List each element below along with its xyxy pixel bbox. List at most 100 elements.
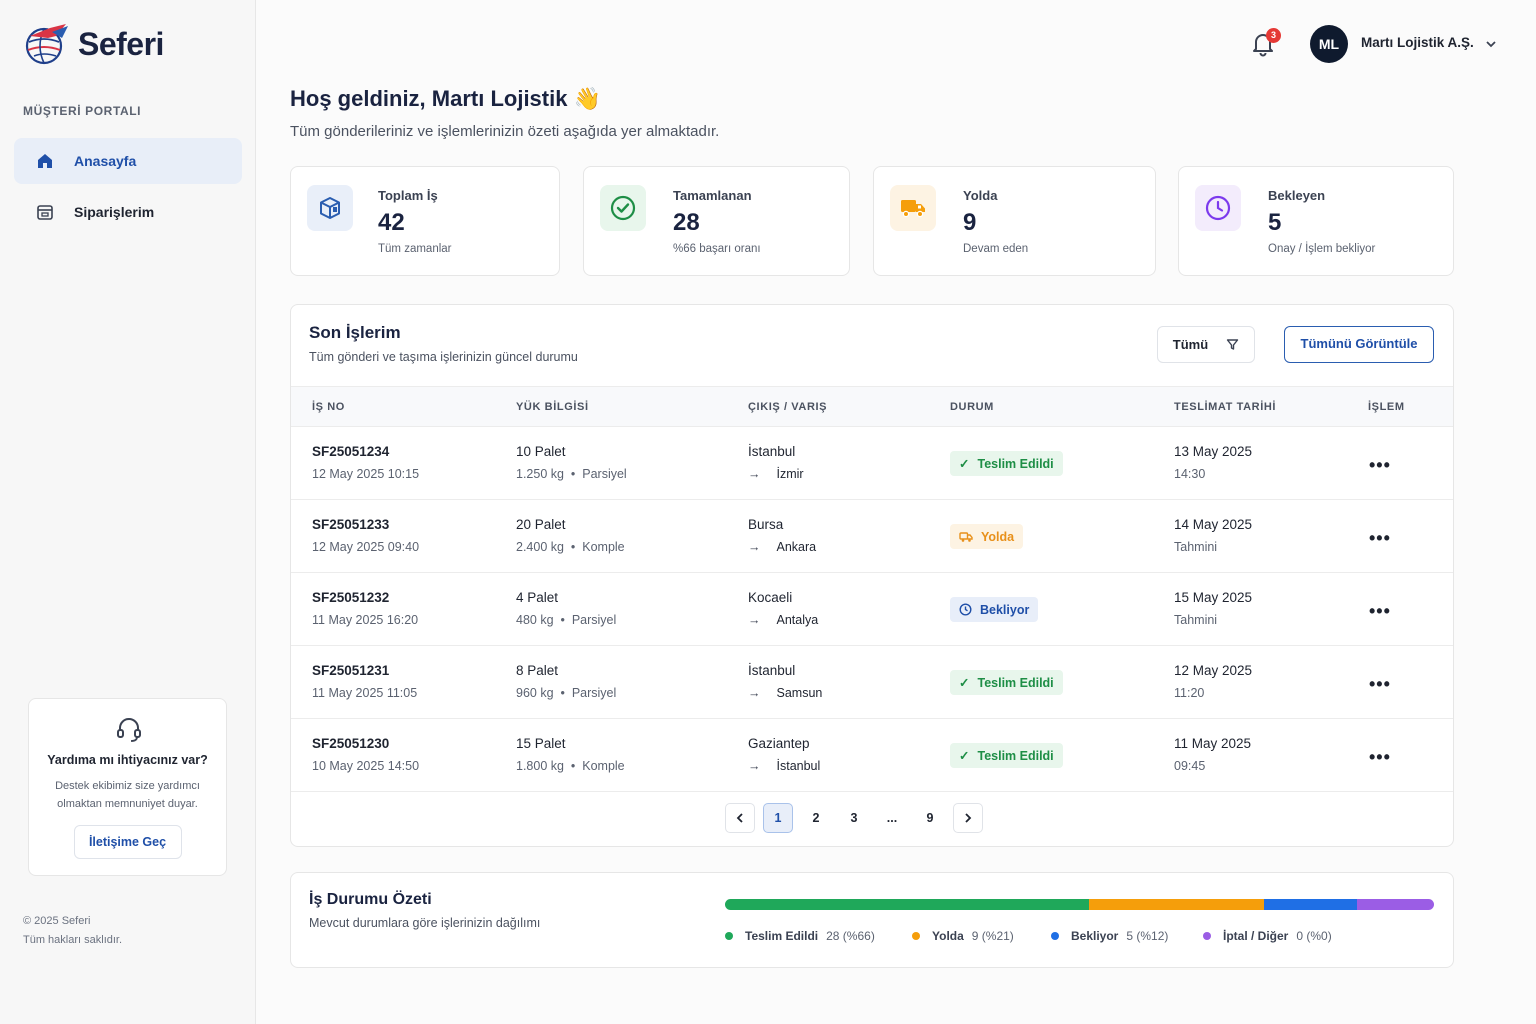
delivery-date: 15 May 2025 xyxy=(1174,590,1253,605)
delivery-date: 14 May 2025 xyxy=(1174,517,1253,532)
stat-label: Toplam İş xyxy=(378,188,438,203)
job-id: SF25051234 xyxy=(312,444,390,459)
status-distribution-bar xyxy=(725,899,1434,910)
column-header: TESLİMAT TARİHİ xyxy=(1174,401,1277,413)
load-count: 20 Palet xyxy=(516,517,566,532)
load-detail: 480 kg • Parsiyel xyxy=(516,613,617,627)
destination: → Samsun xyxy=(748,686,823,700)
table-row[interactable]: SF25051231 11 May 2025 11:05 8 Palet 960… xyxy=(291,646,1453,719)
summary-title: İş Durumu Özeti xyxy=(309,891,432,908)
chevron-right-icon xyxy=(965,813,972,823)
legend-item-pending: Bekliyor 5 (%12) xyxy=(1051,929,1168,943)
arrow-right-icon: → xyxy=(748,613,761,627)
load-count: 8 Palet xyxy=(516,663,559,678)
arrow-right-icon: → xyxy=(748,686,761,700)
stat-card-in-transit: Yolda 9 Devam eden xyxy=(873,166,1156,276)
filter-icon xyxy=(1226,339,1239,350)
more-actions-icon[interactable]: ••• xyxy=(1369,528,1391,548)
column-header: İŞLEM xyxy=(1368,401,1405,413)
status-badge: Yolda xyxy=(950,524,1024,549)
job-id: SF25051233 xyxy=(312,517,390,532)
legend-dot xyxy=(1051,932,1059,940)
contact-button[interactable]: İletişime Geç xyxy=(73,825,182,859)
arrow-right-icon: → xyxy=(748,759,761,773)
more-actions-icon[interactable]: ••• xyxy=(1369,674,1391,694)
job-id: SF25051230 xyxy=(312,736,390,751)
filter-label: Tümü xyxy=(1172,337,1209,352)
recent-jobs-panel: Son İşlerim Tüm gönderi ve taşıma işleri… xyxy=(290,304,1454,847)
notification-badge: 3 xyxy=(1266,28,1281,43)
page-button-1[interactable]: 1 xyxy=(763,803,793,833)
table-header: İŞ NO YÜK BİLGİSİ ÇIKIŞ / VARIŞ DURUM TE… xyxy=(291,386,1453,427)
table-row[interactable]: SF25051234 12 May 2025 10:15 10 Palet 1.… xyxy=(291,427,1453,500)
truck-icon xyxy=(959,531,973,542)
more-actions-icon[interactable]: ••• xyxy=(1369,455,1391,475)
clock-icon xyxy=(959,603,972,616)
origin-city: Kocaeli xyxy=(748,590,793,605)
stat-value: 5 xyxy=(1268,209,1282,236)
status-bar-segment xyxy=(725,899,1089,910)
status-bar-segment xyxy=(1357,899,1434,910)
logo[interactable]: Seferi xyxy=(22,22,164,66)
job-id: SF25051232 xyxy=(312,590,390,605)
load-detail: 960 kg • Parsiyel xyxy=(516,686,617,700)
legend-item-delivered: Teslim Edildi 28 (%66) xyxy=(725,929,875,943)
check-icon: ✓ xyxy=(959,457,970,471)
status-badge: ✓ Teslim Edildi xyxy=(950,670,1063,695)
page-ellipsis: ... xyxy=(886,811,898,825)
arrow-right-icon: → xyxy=(748,467,761,481)
destination: → Ankara xyxy=(748,540,817,554)
page-button-2[interactable]: 2 xyxy=(812,811,820,825)
avatar[interactable]: ML xyxy=(1310,25,1348,63)
copyright-text: © 2025 Seferi xyxy=(23,915,91,927)
more-actions-icon[interactable]: ••• xyxy=(1369,601,1391,621)
load-count: 4 Palet xyxy=(516,590,559,605)
destination: → İzmir xyxy=(748,467,804,481)
arrow-right-icon: → xyxy=(748,540,761,554)
table-row[interactable]: SF25051230 10 May 2025 14:50 15 Palet 1.… xyxy=(291,719,1453,792)
status-summary-panel: İş Durumu Özeti Mevcut durumlara göre iş… xyxy=(290,872,1454,968)
table-row[interactable]: SF25051233 12 May 2025 09:40 20 Palet 2.… xyxy=(291,500,1453,573)
pagination: 1 2 3 ... 9 xyxy=(725,803,983,833)
job-created: 12 May 2025 09:40 xyxy=(312,540,420,554)
delivery-date: 11 May 2025 xyxy=(1174,736,1252,751)
legend-dot xyxy=(912,932,920,940)
destination: → Antalya xyxy=(748,613,819,627)
job-created: 11 May 2025 11:05 xyxy=(312,686,418,700)
origin-city: Bursa xyxy=(748,517,784,532)
legend-dot xyxy=(725,932,733,940)
status-filter-button[interactable]: Tümü xyxy=(1157,326,1255,363)
page-button-9[interactable]: 9 xyxy=(926,811,934,825)
column-header: DURUM xyxy=(950,401,994,413)
prev-page-button[interactable] xyxy=(725,803,755,833)
job-created: 11 May 2025 16:20 xyxy=(312,613,419,627)
chevron-left-icon xyxy=(736,813,743,823)
stat-sub: %66 başarı oranı xyxy=(673,243,761,255)
destination: → İstanbul xyxy=(748,759,821,773)
view-all-button[interactable]: Tümünü Görüntüle xyxy=(1284,326,1434,363)
stat-value: 42 xyxy=(378,209,405,236)
origin-city: Gaziantep xyxy=(748,736,810,751)
legend-dot xyxy=(1203,932,1211,940)
page-subtitle: Tüm gönderileriniz ve işlemlerinizin öze… xyxy=(290,123,720,140)
sidebar-item-siparislerim[interactable]: Siparişlerim xyxy=(14,189,242,235)
stat-label: Bekleyen xyxy=(1268,188,1326,203)
calendar-icon xyxy=(37,205,53,220)
account-name[interactable]: Martı Lojistik A.Ş. xyxy=(1361,35,1474,50)
stat-card-pending: Bekleyen 5 Onay / İşlem bekliyor xyxy=(1178,166,1454,276)
page-button-3[interactable]: 3 xyxy=(850,811,858,825)
stat-sub: Tüm zamanlar xyxy=(378,243,452,255)
delivery-time: 11:20 xyxy=(1174,686,1205,700)
panel-title: Son İşlerim xyxy=(309,323,401,342)
chevron-down-icon[interactable] xyxy=(1484,37,1498,51)
summary-subtitle: Mevcut durumlara göre işlerinizin dağılı… xyxy=(309,916,541,930)
table-row[interactable]: SF25051232 11 May 2025 16:20 4 Palet 480… xyxy=(291,573,1453,646)
next-page-button[interactable] xyxy=(953,803,983,833)
more-actions-icon[interactable]: ••• xyxy=(1369,747,1391,767)
origin-city: İstanbul xyxy=(748,663,796,678)
delivery-time: 14:30 xyxy=(1174,467,1206,481)
sidebar: Seferi MÜŞTERİ PORTALI Anasayfa Siparişl… xyxy=(0,0,256,1024)
headset-icon xyxy=(117,718,141,742)
app-name: Seferi xyxy=(78,25,164,62)
sidebar-item-anasayfa[interactable]: Anasayfa xyxy=(14,138,242,184)
